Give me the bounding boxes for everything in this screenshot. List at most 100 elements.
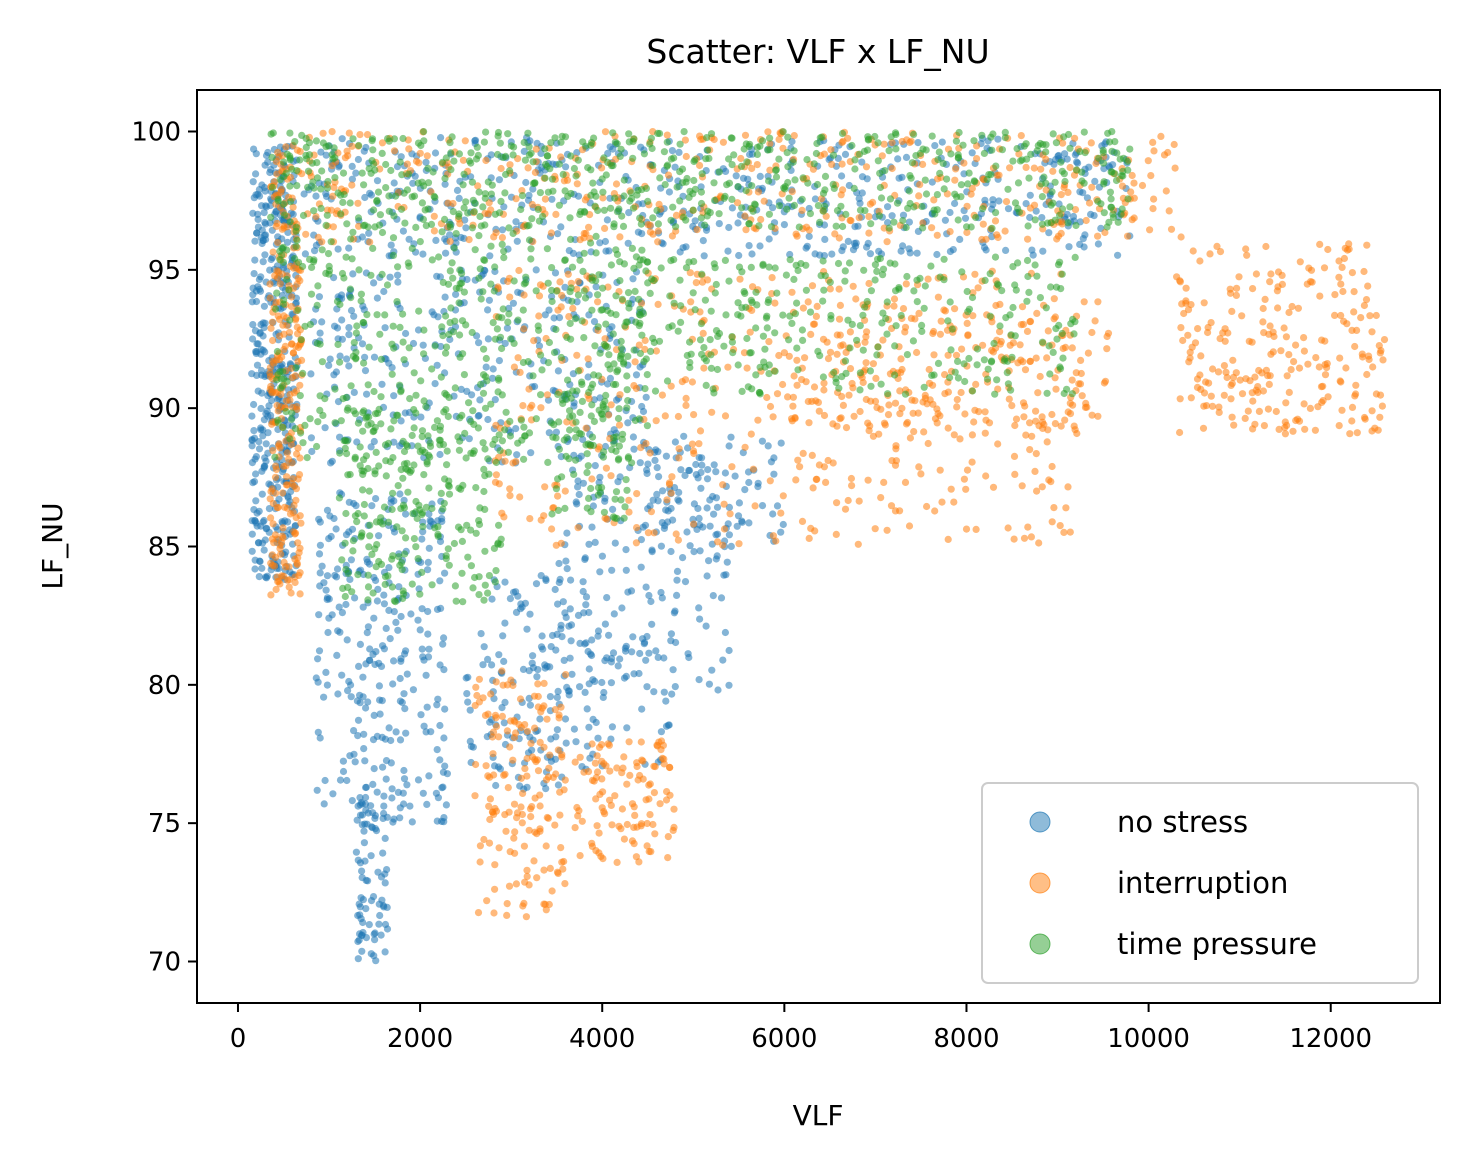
data-point-interruption xyxy=(501,770,509,778)
data-point-interruption xyxy=(1091,317,1099,325)
data-point-interruption xyxy=(588,839,596,847)
data-point-interruption xyxy=(631,811,639,820)
data-point-no-stress xyxy=(777,439,785,447)
data-point-time-pressure xyxy=(292,227,300,235)
data-point-no-stress xyxy=(695,604,703,612)
data-point-no-stress xyxy=(457,385,465,393)
data-point-time-pressure xyxy=(943,175,951,183)
data-point-interruption xyxy=(848,482,856,490)
data-point-time-pressure xyxy=(636,214,644,222)
data-point-interruption xyxy=(615,421,624,429)
data-point-interruption xyxy=(720,500,728,508)
data-point-time-pressure xyxy=(461,429,469,437)
data-point-time-pressure xyxy=(420,350,428,358)
data-point-interruption xyxy=(573,285,581,293)
data-point-time-pressure xyxy=(737,162,746,170)
data-point-time-pressure xyxy=(384,572,392,580)
data-point-no-stress xyxy=(400,690,408,698)
data-point-no-stress xyxy=(318,318,326,326)
data-point-no-stress xyxy=(525,667,533,675)
data-point-no-stress xyxy=(501,578,509,586)
data-point-time-pressure xyxy=(381,311,389,319)
data-point-time-pressure xyxy=(376,330,384,338)
data-point-time-pressure xyxy=(543,245,552,253)
data-point-no-stress xyxy=(423,800,431,809)
data-point-time-pressure xyxy=(487,280,495,288)
data-point-time-pressure xyxy=(401,219,409,227)
data-point-interruption xyxy=(1314,403,1322,411)
data-point-interruption xyxy=(287,302,295,311)
data-point-no-stress xyxy=(484,335,492,343)
data-point-time-pressure xyxy=(420,326,428,334)
data-point-interruption xyxy=(754,188,763,196)
data-point-interruption xyxy=(820,379,828,387)
data-point-time-pressure xyxy=(370,206,378,214)
data-point-interruption xyxy=(968,184,976,193)
data-point-interruption xyxy=(1235,273,1243,281)
data-point-time-pressure xyxy=(643,422,652,430)
data-point-interruption xyxy=(981,429,989,437)
data-point-time-pressure xyxy=(504,448,512,456)
data-point-time-pressure xyxy=(813,139,821,148)
data-point-time-pressure xyxy=(522,279,530,287)
data-point-no-stress xyxy=(368,502,376,510)
data-point-interruption xyxy=(293,146,301,154)
data-point-no-stress xyxy=(381,920,390,929)
data-point-time-pressure xyxy=(481,404,490,412)
data-point-no-stress xyxy=(289,210,297,218)
data-point-interruption xyxy=(1059,344,1067,353)
data-point-time-pressure xyxy=(1106,188,1114,196)
data-point-time-pressure xyxy=(547,139,555,147)
data-point-interruption xyxy=(644,529,653,537)
data-point-no-stress xyxy=(436,661,444,669)
data-point-time-pressure xyxy=(544,279,552,287)
data-point-time-pressure xyxy=(359,486,367,494)
data-point-no-stress xyxy=(380,591,388,599)
data-point-time-pressure xyxy=(850,184,858,192)
data-point-interruption xyxy=(865,213,873,221)
data-point-interruption xyxy=(888,164,896,173)
data-point-time-pressure xyxy=(451,384,459,392)
data-point-time-pressure xyxy=(649,161,657,169)
data-point-no-stress xyxy=(380,802,388,810)
data-point-no-stress xyxy=(828,250,836,258)
data-point-interruption xyxy=(651,830,659,838)
data-point-no-stress xyxy=(375,920,383,928)
data-point-no-stress xyxy=(509,299,517,307)
data-point-interruption xyxy=(403,160,411,168)
data-point-time-pressure xyxy=(738,204,746,212)
data-point-interruption xyxy=(541,483,549,491)
data-point-time-pressure xyxy=(629,137,637,146)
data-point-interruption xyxy=(790,372,798,380)
data-point-interruption xyxy=(608,821,616,829)
data-point-interruption xyxy=(651,763,659,771)
data-point-time-pressure xyxy=(1011,199,1020,207)
data-point-interruption xyxy=(815,461,824,469)
data-point-interruption xyxy=(280,222,288,230)
data-point-time-pressure xyxy=(579,138,587,146)
data-point-time-pressure xyxy=(1118,205,1126,213)
data-point-time-pressure xyxy=(399,437,407,445)
data-point-interruption xyxy=(1197,385,1205,393)
data-point-no-stress xyxy=(261,251,269,259)
data-point-interruption xyxy=(1236,376,1244,384)
data-point-interruption xyxy=(663,131,671,139)
data-point-interruption xyxy=(896,507,904,515)
data-point-interruption xyxy=(283,504,291,512)
data-point-interruption xyxy=(1227,395,1235,403)
data-point-no-stress xyxy=(680,432,688,440)
data-point-time-pressure xyxy=(1022,140,1030,148)
data-point-no-stress xyxy=(367,852,375,860)
data-point-interruption xyxy=(957,388,965,397)
data-point-no-stress xyxy=(261,187,269,195)
data-point-no-stress xyxy=(405,235,413,243)
data-point-interruption xyxy=(623,780,631,788)
data-point-no-stress xyxy=(257,366,266,375)
data-point-no-stress xyxy=(416,626,424,634)
data-point-time-pressure xyxy=(1097,200,1105,208)
data-point-interruption xyxy=(789,402,797,410)
data-point-no-stress xyxy=(527,449,535,457)
data-point-interruption xyxy=(1220,391,1228,399)
data-point-interruption xyxy=(1177,324,1185,332)
data-point-interruption xyxy=(536,791,544,799)
